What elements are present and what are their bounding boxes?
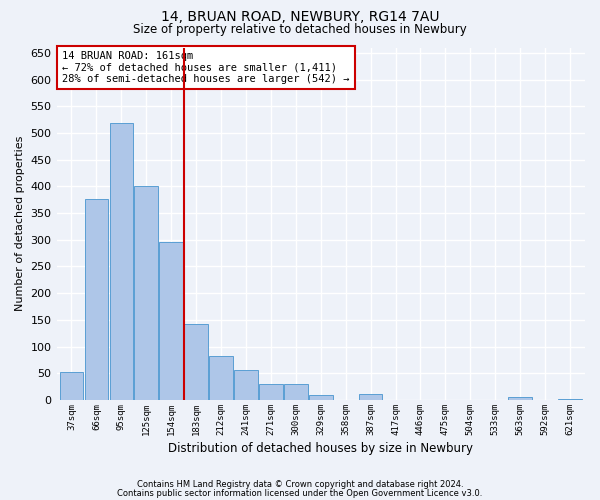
Bar	[359, 394, 382, 400]
X-axis label: Distribution of detached houses by size in Newbury: Distribution of detached houses by size …	[168, 442, 473, 455]
Bar	[309, 394, 332, 400]
Bar	[110, 123, 133, 400]
Text: 14 BRUAN ROAD: 161sqm
← 72% of detached houses are smaller (1,411)
28% of semi-d: 14 BRUAN ROAD: 161sqm ← 72% of detached …	[62, 51, 349, 84]
Bar	[209, 356, 233, 400]
Bar	[184, 324, 208, 400]
Text: Size of property relative to detached houses in Newbury: Size of property relative to detached ho…	[133, 22, 467, 36]
Bar	[284, 384, 308, 400]
Bar	[160, 242, 183, 400]
Y-axis label: Number of detached properties: Number of detached properties	[15, 136, 25, 312]
Bar	[234, 370, 258, 400]
Bar	[558, 399, 582, 400]
Text: 14, BRUAN ROAD, NEWBURY, RG14 7AU: 14, BRUAN ROAD, NEWBURY, RG14 7AU	[161, 10, 439, 24]
Bar	[85, 199, 108, 400]
Text: Contains public sector information licensed under the Open Government Licence v3: Contains public sector information licen…	[118, 488, 482, 498]
Bar	[134, 186, 158, 400]
Text: Contains HM Land Registry data © Crown copyright and database right 2024.: Contains HM Land Registry data © Crown c…	[137, 480, 463, 489]
Bar	[59, 372, 83, 400]
Bar	[259, 384, 283, 400]
Bar	[508, 398, 532, 400]
